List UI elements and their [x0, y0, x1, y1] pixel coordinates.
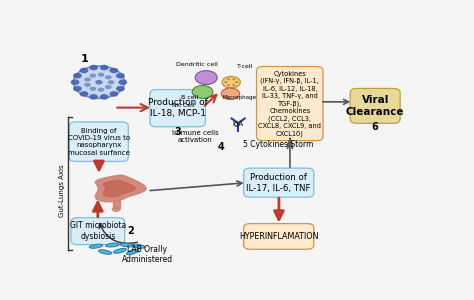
FancyBboxPatch shape: [150, 90, 205, 127]
Circle shape: [221, 88, 240, 100]
Circle shape: [227, 84, 230, 86]
FancyBboxPatch shape: [350, 88, 400, 123]
Circle shape: [89, 94, 98, 100]
Text: Production of
IL-17, IL-6, TNF: Production of IL-17, IL-6, TNF: [246, 173, 311, 193]
Circle shape: [90, 87, 96, 91]
Circle shape: [109, 68, 118, 73]
Circle shape: [232, 84, 236, 86]
Ellipse shape: [106, 243, 119, 247]
Text: Immune cells
activation: Immune cells activation: [172, 130, 219, 143]
Circle shape: [222, 76, 240, 88]
Circle shape: [116, 73, 125, 79]
Text: 4: 4: [218, 142, 224, 152]
FancyBboxPatch shape: [256, 67, 323, 141]
FancyBboxPatch shape: [244, 168, 314, 197]
Circle shape: [105, 75, 111, 80]
Circle shape: [98, 88, 104, 92]
Ellipse shape: [131, 244, 145, 248]
Text: NK Cell: NK Cell: [172, 103, 195, 108]
Text: HYPERINFLAMATION: HYPERINFLAMATION: [239, 232, 319, 241]
Text: Viral
Clearance: Viral Clearance: [346, 95, 404, 117]
Ellipse shape: [127, 249, 139, 255]
Circle shape: [72, 65, 127, 100]
FancyBboxPatch shape: [69, 122, 128, 161]
Polygon shape: [112, 201, 120, 208]
Circle shape: [105, 85, 111, 89]
Circle shape: [73, 66, 125, 98]
Circle shape: [232, 78, 236, 80]
Text: 1: 1: [81, 54, 88, 64]
Text: LAB Orally
Administered: LAB Orally Administered: [122, 244, 173, 264]
Text: Dendritic cell: Dendritic cell: [176, 62, 218, 68]
Polygon shape: [103, 180, 135, 196]
Circle shape: [98, 73, 104, 77]
Circle shape: [80, 91, 89, 97]
Text: 5 Cytokines Storm: 5 Cytokines Storm: [243, 140, 313, 149]
Text: 6: 6: [372, 122, 379, 132]
Circle shape: [73, 86, 82, 92]
Circle shape: [227, 78, 230, 80]
Text: GIT microbiota
dysbiosis: GIT microbiota dysbiosis: [70, 221, 126, 241]
Circle shape: [71, 80, 80, 85]
Circle shape: [100, 94, 109, 100]
Circle shape: [192, 85, 213, 98]
Circle shape: [195, 70, 217, 85]
Circle shape: [89, 65, 98, 70]
Circle shape: [118, 80, 127, 85]
Circle shape: [73, 73, 82, 79]
Ellipse shape: [99, 250, 112, 254]
Ellipse shape: [113, 248, 126, 253]
Ellipse shape: [89, 244, 103, 248]
FancyBboxPatch shape: [244, 224, 314, 249]
Text: Macrophage: Macrophage: [222, 95, 256, 100]
Circle shape: [84, 77, 91, 82]
Circle shape: [235, 81, 238, 83]
Circle shape: [108, 80, 114, 84]
Text: B cell: B cell: [181, 95, 198, 100]
Text: IgA: IgA: [233, 121, 244, 127]
Text: Gut-Lungs Axis: Gut-Lungs Axis: [59, 164, 65, 217]
Circle shape: [100, 65, 109, 70]
Circle shape: [112, 206, 120, 212]
Circle shape: [80, 68, 89, 73]
Circle shape: [95, 80, 102, 85]
Text: Cytokines
(IFN-γ, IFN-β, IL-1,
IL-6, IL-12, IL-18,
IL-33, TNF-γ, and
TGF-β),
Che: Cytokines (IFN-γ, IFN-β, IL-1, IL-6, IL-…: [258, 70, 321, 136]
Circle shape: [84, 83, 91, 87]
Text: 2: 2: [128, 226, 134, 236]
Ellipse shape: [120, 243, 134, 247]
Text: Production of
IL-18, MCP-1: Production of IL-18, MCP-1: [148, 98, 208, 118]
Circle shape: [109, 91, 118, 97]
Text: T-cell: T-cell: [237, 64, 253, 68]
Polygon shape: [95, 175, 146, 202]
Circle shape: [224, 81, 227, 83]
Circle shape: [90, 74, 96, 78]
Circle shape: [116, 86, 125, 92]
Text: Binding of
COVID-19 virus to
nasopharynx
mucosal surfance: Binding of COVID-19 virus to nasopharynx…: [68, 128, 130, 156]
FancyBboxPatch shape: [71, 218, 125, 244]
Text: 3: 3: [174, 127, 181, 137]
